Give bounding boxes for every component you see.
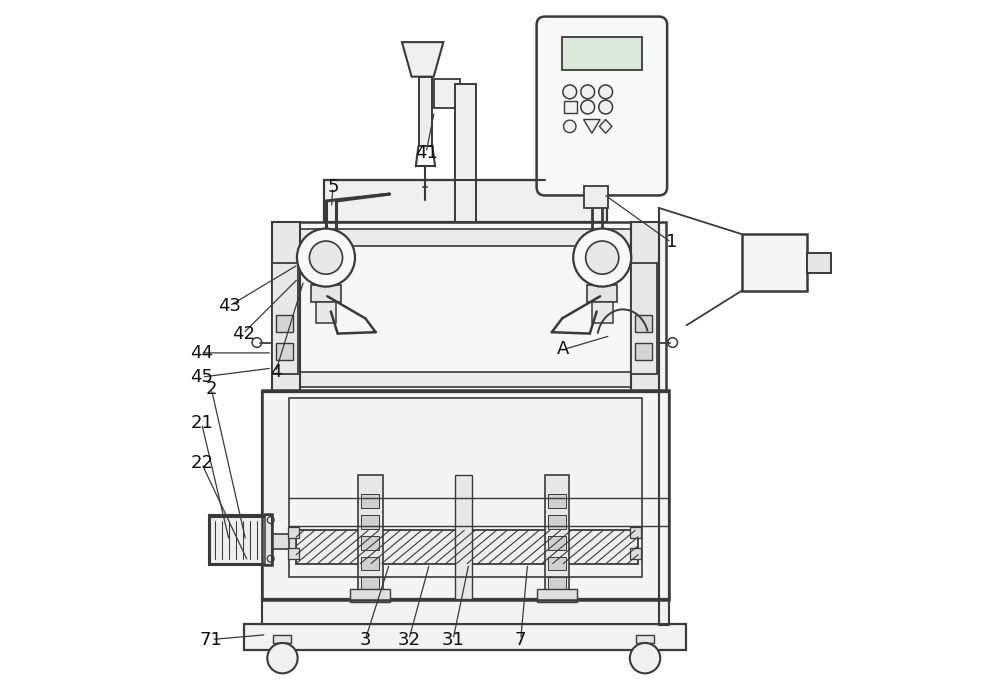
Bar [455, 475, 472, 599]
Bar [318, 250, 334, 265]
Polygon shape [402, 42, 443, 77]
Text: 5: 5 [327, 178, 339, 196]
Bar [562, 37, 642, 70]
Bar [636, 635, 654, 643]
Circle shape [563, 85, 577, 99]
Circle shape [564, 120, 576, 133]
Bar [272, 263, 298, 374]
Bar [630, 527, 641, 538]
Circle shape [297, 228, 355, 286]
Bar [419, 77, 432, 146]
Bar [434, 79, 460, 108]
Bar [350, 589, 390, 601]
Bar [361, 577, 379, 591]
Bar [548, 536, 566, 549]
Bar [209, 515, 272, 565]
Bar [361, 536, 379, 549]
Bar [548, 516, 566, 529]
Bar [289, 398, 642, 577]
Bar [269, 534, 296, 549]
Bar [361, 556, 379, 570]
Polygon shape [584, 120, 600, 134]
Text: 1: 1 [666, 233, 677, 251]
Text: 4: 4 [270, 363, 281, 381]
Bar [635, 315, 652, 332]
Bar [742, 234, 807, 291]
Circle shape [309, 241, 343, 274]
Text: 3: 3 [360, 630, 371, 648]
Text: 41: 41 [415, 144, 438, 162]
Bar [262, 392, 669, 599]
Bar [635, 343, 652, 360]
Bar [296, 530, 638, 563]
Bar [282, 372, 655, 388]
Bar [276, 315, 293, 332]
Bar [361, 495, 379, 509]
Circle shape [630, 643, 660, 673]
Text: 31: 31 [442, 630, 464, 648]
Bar [630, 547, 641, 558]
Bar [545, 475, 569, 599]
Bar [265, 514, 273, 565]
Bar [272, 221, 666, 391]
Text: A: A [557, 340, 570, 358]
Text: 21: 21 [190, 415, 213, 432]
Bar [584, 185, 608, 208]
Bar [807, 253, 831, 273]
Bar [288, 527, 299, 538]
Bar [455, 84, 476, 221]
Circle shape [267, 643, 298, 673]
Polygon shape [599, 120, 612, 134]
Bar [358, 475, 383, 599]
Bar [262, 599, 669, 623]
Text: 2: 2 [206, 380, 217, 398]
Text: 43: 43 [218, 297, 241, 315]
Bar [311, 285, 341, 302]
Bar [592, 302, 613, 323]
Bar [316, 302, 336, 323]
Bar [276, 343, 293, 360]
Bar [273, 635, 291, 643]
Circle shape [586, 241, 619, 274]
Text: 45: 45 [190, 368, 213, 386]
Text: 32: 32 [397, 630, 420, 648]
Bar [548, 577, 566, 591]
Bar [282, 228, 655, 246]
Text: 44: 44 [190, 344, 213, 362]
Bar [361, 516, 379, 529]
Circle shape [599, 85, 613, 99]
Text: 71: 71 [200, 630, 223, 648]
Bar [548, 495, 566, 509]
Circle shape [573, 228, 631, 286]
Bar [288, 547, 299, 558]
Bar [631, 221, 659, 391]
Bar [537, 589, 577, 601]
Circle shape [599, 100, 613, 114]
Bar [210, 517, 271, 563]
Bar [324, 180, 607, 221]
Bar [244, 623, 686, 650]
Bar [631, 263, 657, 374]
Circle shape [581, 85, 595, 99]
Bar [587, 285, 617, 302]
FancyBboxPatch shape [537, 17, 667, 195]
Bar [595, 250, 610, 265]
Text: 22: 22 [190, 455, 213, 473]
Bar [548, 556, 566, 570]
Bar [262, 390, 669, 600]
Text: 42: 42 [232, 325, 255, 343]
Bar [272, 221, 300, 391]
Bar [564, 101, 577, 113]
Text: 7: 7 [515, 630, 526, 648]
Circle shape [581, 100, 595, 114]
